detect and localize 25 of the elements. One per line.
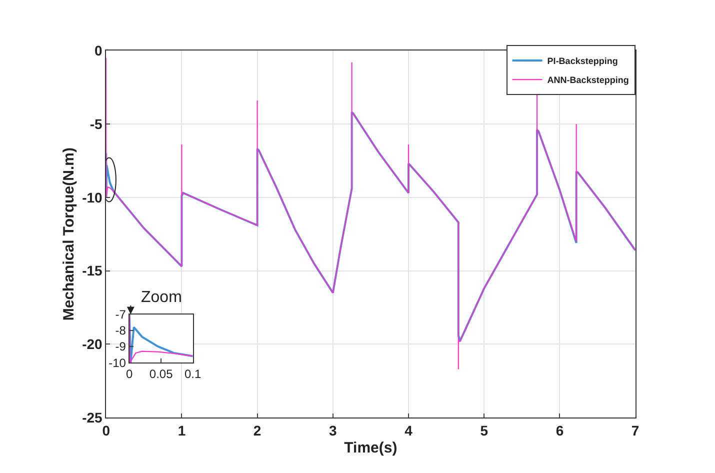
y-tick-label: -25 [82,410,103,426]
x-tick-label: 1 [178,422,186,438]
x-tick-label: 3 [329,422,338,438]
y-tick-label: -10 [108,356,126,370]
y-tick-label: -9 [115,340,126,354]
x-tick-label: 4 [404,422,413,438]
y-tick-label: -15 [82,262,103,279]
y-axis-title: Mechanical Torque(N.m) [60,148,78,321]
line-series [106,111,636,342]
x-axis-title: Time(s) [344,439,398,456]
x-tick-label: 2 [253,422,262,438]
chart-title: Zoom [141,289,182,306]
y-tick-label: -20 [82,336,103,352]
y-tick-label: -8 [115,324,126,338]
y-tick-label: -7 [115,307,126,322]
x-tick-label: 5 [480,422,488,438]
x-tick-label: 7 [631,422,640,438]
legend-label: ANN-Backstepping [547,75,629,86]
x-tick-label: 0.1 [184,366,202,381]
x-tick-label: 0.05 [149,366,174,381]
x-tick-label: 6 [556,422,564,438]
y-tick-label: 0 [94,42,103,58]
y-tick-label: -10 [82,189,103,206]
y-tick-label: -5 [90,116,103,132]
legend-label: PI-Backstepping [547,56,618,66]
